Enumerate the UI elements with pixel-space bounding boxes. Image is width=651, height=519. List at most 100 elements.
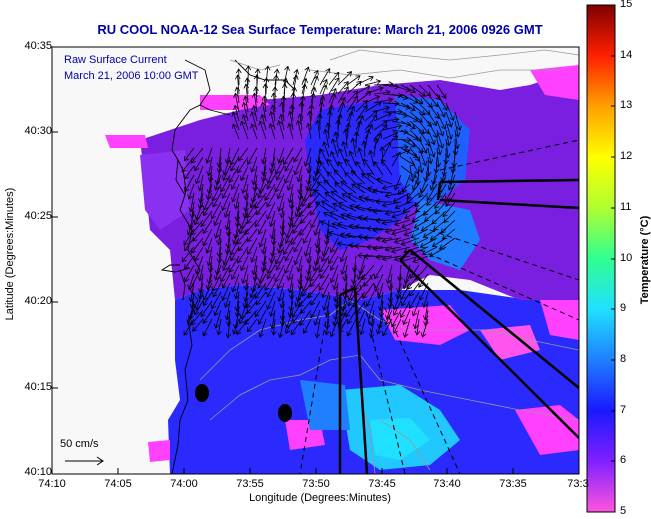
- current-vector-arrow: [345, 300, 357, 318]
- current-vector-arrow: [310, 69, 319, 86]
- current-vector-arrow: [241, 264, 249, 285]
- current-vector-arrow: [366, 300, 375, 320]
- current-vector-arrow: [214, 255, 222, 276]
- current-vector-arrow: [400, 300, 411, 319]
- current-vector-arrow: [207, 165, 214, 183]
- colorbar-tick-label: 13: [620, 99, 633, 111]
- current-vector-arrow: [230, 264, 240, 280]
- current-vector-arrow: [422, 246, 438, 256]
- current-vector-arrow: [323, 179, 339, 194]
- current-vector-arrow: [291, 300, 303, 319]
- current-vector-arrow: [318, 273, 330, 291]
- current-vector-arrow: [329, 255, 339, 271]
- current-vector-arrow: [365, 291, 375, 307]
- current-vector-arrow: [284, 156, 294, 172]
- current-vector-arrow: [372, 137, 379, 158]
- current-vector-arrow: [409, 246, 429, 256]
- map-title: RU COOL NOAA-12 Sea Surface Temperature:…: [97, 22, 543, 37]
- current-vector-arrow: [252, 174, 259, 192]
- current-vector-arrow: [447, 174, 456, 191]
- current-vector-arrow: [341, 140, 348, 158]
- current-vector-arrow: [407, 273, 420, 290]
- current-vector-arrow: [324, 318, 330, 336]
- current-vector-arrow: [216, 147, 223, 168]
- current-vector-arrow: [373, 112, 392, 122]
- current-vector-arrow: [343, 128, 349, 149]
- current-vector-arrow: [329, 264, 339, 284]
- current-vector-arrow: [381, 158, 393, 176]
- current-vector-arrow: [384, 309, 393, 326]
- current-vector-arrow: [231, 123, 240, 140]
- current-vector-arrow: [205, 237, 213, 254]
- current-vector-arrow: [366, 173, 384, 185]
- current-vector-arrow: [339, 246, 348, 263]
- current-vector-arrow: [345, 232, 366, 239]
- current-vector-arrow: [443, 147, 449, 165]
- current-vector-arrow: [346, 80, 362, 95]
- current-vector-arrow: [340, 255, 348, 276]
- current-vector-arrow: [319, 220, 339, 230]
- current-vector-arrow: [194, 156, 204, 172]
- current-vector-arrow: [412, 309, 420, 330]
- current-vector-arrow: [236, 318, 249, 335]
- current-vector-arrow: [253, 86, 259, 104]
- current-vector-arrow: [200, 300, 213, 318]
- current-vector-arrow: [241, 113, 249, 131]
- current-vector-arrow: [342, 273, 349, 294]
- current-vector-arrow: [212, 192, 222, 208]
- current-vector-arrow: [200, 210, 213, 228]
- current-vector-arrow: [301, 192, 312, 207]
- current-vector-arrow: [213, 210, 222, 227]
- current-vector-arrow: [390, 246, 411, 254]
- current-vector-arrow: [410, 228, 429, 239]
- current-vector-arrow: [247, 147, 258, 166]
- current-vector-arrow: [284, 246, 294, 262]
- current-vector-arrow: [402, 309, 411, 326]
- current-vector-arrow: [338, 318, 348, 334]
- current-vector-arrow: [232, 318, 240, 335]
- colorbar-tick-label: 6: [620, 454, 627, 466]
- current-vector-arrow: [250, 246, 258, 263]
- current-vector-arrow: [310, 75, 319, 95]
- current-vector-arrow: [382, 100, 400, 107]
- current-legend-line1: Raw Surface Current: [64, 54, 167, 66]
- current-vector-arrow: [285, 228, 294, 244]
- current-vector-arrow: [230, 246, 240, 262]
- current-vector-arrow: [181, 246, 195, 263]
- current-vector-arrow: [315, 201, 330, 212]
- current-vector-arrow: [213, 300, 222, 317]
- current-vector-arrow: [374, 273, 384, 292]
- current-vector-arrow: [286, 264, 294, 282]
- current-vector-arrow: [352, 291, 366, 308]
- current-vector-arrow: [381, 237, 402, 244]
- current-vector-arrow: [409, 84, 426, 97]
- current-vector-arrow: [276, 183, 285, 200]
- current-vector-arrow: [221, 192, 231, 212]
- current-vector-arrow: [292, 309, 303, 324]
- current-vector-arrow: [290, 318, 303, 336]
- current-vector-arrow: [266, 165, 276, 185]
- current-vector-arrow: [221, 273, 231, 289]
- current-vector-arrow: [222, 255, 231, 272]
- current-vector-arrow: [382, 92, 403, 99]
- current-vector-arrow: [355, 104, 368, 122]
- current-vector-arrow: [334, 182, 348, 194]
- current-vector-arrow: [268, 122, 276, 140]
- colorbar-tick-label: 15: [620, 0, 633, 10]
- current-vector-arrow: [414, 192, 429, 208]
- current-vector-arrow: [266, 192, 276, 208]
- current-vector-arrow: [239, 219, 249, 235]
- current-vector-arrow: [364, 109, 378, 122]
- current-vector-arrow: [197, 192, 204, 210]
- current-vector-arrow: [328, 71, 340, 86]
- current-vector-arrow: [261, 246, 267, 267]
- current-vector-arrow: [309, 264, 321, 282]
- current-vector-arrow: [243, 83, 250, 104]
- current-vector-arrow: [261, 156, 267, 177]
- current-vector-arrow: [211, 291, 222, 310]
- current-vector-arrow: [406, 183, 420, 200]
- current-vector-arrow: [364, 101, 382, 113]
- current-vector-arrow: [297, 183, 304, 201]
- current-vector-arrow: [427, 111, 437, 127]
